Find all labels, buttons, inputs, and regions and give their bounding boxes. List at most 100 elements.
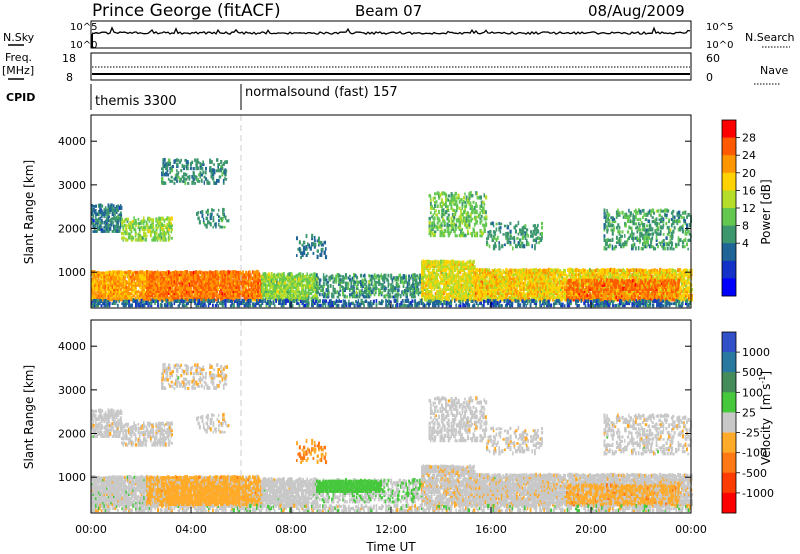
power-cell [188, 288, 191, 291]
power-cell [354, 295, 357, 299]
power-cell [300, 292, 303, 296]
power-cell [168, 280, 170, 285]
power-cell [199, 275, 202, 279]
power-cell [231, 282, 234, 285]
power-cell [524, 287, 526, 291]
power-cell [115, 277, 118, 281]
power-cell [390, 283, 393, 286]
power-cell [527, 295, 529, 300]
power-cell [531, 286, 534, 289]
power-cell [95, 286, 97, 289]
power-cell [579, 270, 582, 275]
power-cell [600, 292, 602, 296]
power-cell [377, 276, 380, 280]
power-cell [521, 274, 524, 279]
power-cell [187, 288, 189, 291]
power-cell [124, 277, 126, 281]
power-cell [401, 279, 404, 284]
power-cell [421, 263, 423, 268]
power-cell [480, 297, 483, 302]
power-cell [444, 290, 447, 294]
power-cell [263, 276, 266, 281]
power-cell [172, 279, 174, 283]
power-cell [148, 288, 151, 291]
power-cell [477, 297, 480, 302]
power-cell [448, 262, 451, 266]
power-cell [542, 277, 544, 281]
power-cell [443, 273, 445, 277]
power-cell [506, 294, 509, 298]
power-cell [170, 296, 174, 300]
power-cell [108, 279, 112, 283]
power-cell [456, 261, 460, 266]
power-cell [136, 280, 139, 285]
power-cell [174, 273, 178, 277]
power-cell [532, 277, 535, 281]
power-cell [107, 298, 110, 302]
power-cell [299, 278, 301, 283]
power-cell [657, 288, 661, 291]
power-cell [305, 296, 308, 300]
power-cell [285, 295, 289, 300]
power-cell [251, 281, 255, 285]
power-cell [344, 284, 347, 288]
power-cell [147, 285, 150, 289]
power-cell [507, 272, 511, 277]
power-cell [616, 289, 619, 294]
power-cell [663, 293, 665, 298]
power-cell [220, 279, 222, 283]
power-cell [157, 286, 160, 289]
power-cell [228, 277, 231, 281]
power-cell [154, 291, 157, 296]
power-cell [209, 276, 212, 281]
power-cell [678, 272, 681, 277]
power-cell [92, 272, 94, 277]
power-cell [458, 270, 461, 275]
power-cell [177, 275, 181, 279]
power-cell [521, 291, 524, 296]
power-cell [122, 278, 125, 283]
power-cell [176, 291, 179, 296]
power-cell [351, 291, 354, 295]
power-cell [512, 291, 514, 296]
power-cell [554, 284, 558, 289]
power-cell [415, 285, 417, 290]
power-cell [690, 289, 693, 293]
power-cell [593, 293, 595, 298]
power-cell [656, 268, 659, 273]
power-cell [495, 269, 499, 273]
power-cell [266, 274, 269, 279]
power-cell [455, 285, 457, 289]
power-cell [410, 294, 413, 299]
power-cell [525, 292, 528, 296]
power-cell [584, 277, 587, 281]
power-cell [513, 291, 516, 296]
power-cell [436, 292, 438, 296]
power-cell [512, 270, 514, 275]
power-cell [185, 273, 189, 277]
power-cell [572, 278, 575, 283]
power-cell [524, 280, 527, 285]
power-cell [542, 292, 544, 296]
power-cell [653, 287, 656, 291]
power-cell [480, 282, 483, 287]
power-cell [353, 275, 355, 280]
power-cell [638, 274, 641, 279]
power-cell [269, 279, 271, 283]
power-cell [469, 272, 472, 277]
power-cell [463, 264, 465, 268]
power-cell [569, 275, 572, 279]
power-cell [265, 294, 267, 298]
power-cell [518, 293, 521, 298]
power-cell [546, 295, 549, 300]
power-cell [510, 293, 513, 298]
power-cell [441, 278, 444, 283]
power-cell [575, 271, 578, 275]
power-cell [207, 291, 210, 296]
power-cell [447, 283, 450, 287]
power-cell [536, 278, 539, 283]
power-cell [314, 279, 317, 283]
power-cell [571, 276, 574, 281]
power-cell [520, 270, 523, 275]
power-cell [532, 293, 535, 298]
